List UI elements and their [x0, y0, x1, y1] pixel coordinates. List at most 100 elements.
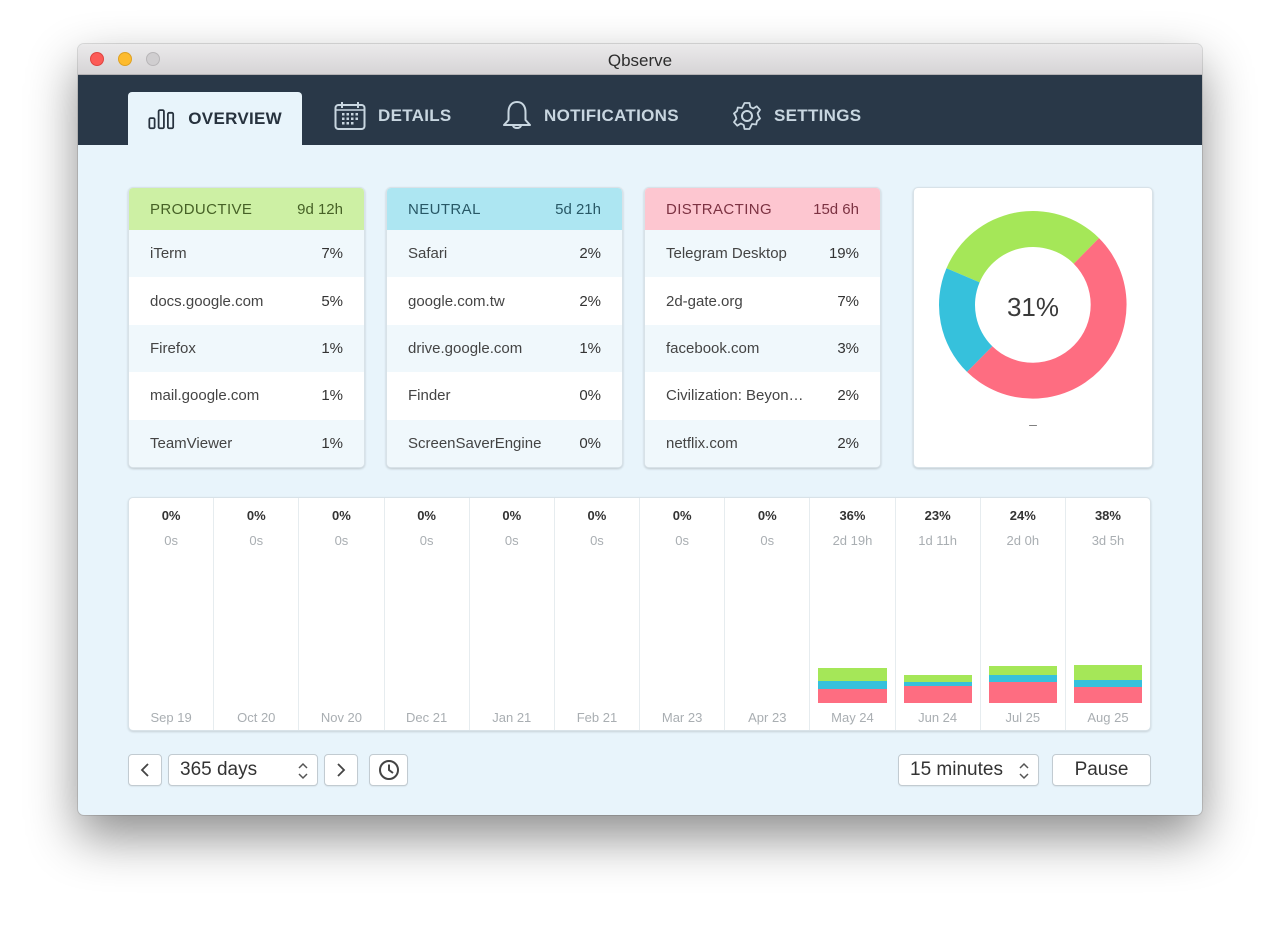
timeline-column[interactable]: 0% 0s Dec 21: [385, 498, 470, 730]
list-item[interactable]: mail.google.com 1%: [129, 372, 364, 419]
next-period-button[interactable]: [324, 754, 358, 786]
donut-slice-distracting: [967, 238, 1127, 399]
column-duration: 2d 0h: [1006, 533, 1040, 548]
timeline-column[interactable]: 0% 0s Mar 23: [640, 498, 726, 730]
item-name: mail.google.com: [150, 387, 260, 405]
column-date: May 24: [831, 710, 874, 725]
item-name: 2d-gate.org: [666, 292, 743, 310]
timeline-column[interactable]: 0% 0s Apr 23: [725, 498, 811, 730]
list-item[interactable]: facebook.com 3%: [645, 324, 880, 373]
donut-slice-productive: [946, 210, 1099, 283]
item-pct: 2%: [837, 387, 859, 405]
list-item[interactable]: Civilization: Beyon… 2%: [645, 372, 880, 419]
column-percent: 24%: [1009, 508, 1036, 523]
list-item[interactable]: iTerm 7%: [129, 230, 364, 278]
list-item[interactable]: TeamViewer 1%: [129, 419, 364, 467]
list-item[interactable]: drive.google.com 1%: [387, 324, 622, 373]
column-percent: 0%: [417, 508, 436, 523]
timeline-column[interactable]: 23% 1d 11h Jun 24: [896, 498, 981, 730]
column-bar-stack: [988, 666, 1057, 703]
timeline-column[interactable]: 0% 0s Nov 20: [299, 498, 385, 730]
column-duration: 0s: [249, 533, 264, 548]
main-nav: OVERVIEW DETAILS NOTIFICATIONS: [78, 75, 1202, 145]
item-pct: 5%: [321, 292, 343, 310]
history-button[interactable]: [369, 754, 408, 786]
column-duration: 0s: [760, 533, 775, 548]
item-name: TeamViewer: [150, 434, 233, 452]
item-name: docs.google.com: [150, 292, 264, 310]
pause-button[interactable]: Pause: [1052, 754, 1151, 786]
tab-overview[interactable]: OVERVIEW: [128, 92, 302, 145]
list-item[interactable]: Telegram Desktop 19%: [645, 230, 880, 278]
neutral-header[interactable]: NEUTRAL 5d 21h: [387, 188, 622, 230]
list-item[interactable]: 2d-gate.org 7%: [645, 277, 880, 324]
tab-notifications[interactable]: NOTIFICATIONS: [502, 89, 679, 142]
timeline-column[interactable]: 0% 0s Feb 21: [555, 498, 641, 730]
window-title: Qbserve: [607, 51, 673, 70]
item-pct: 1%: [579, 339, 601, 357]
item-pct: 1%: [321, 339, 343, 357]
timeline-column[interactable]: 36% 2d 19h May 24: [810, 498, 896, 730]
timeline-column[interactable]: 0% 0s Jan 21: [470, 498, 555, 730]
timeline-column[interactable]: 0% 0s Sep 19: [129, 498, 215, 730]
item-pct: 0%: [579, 387, 601, 405]
category-label: DISTRACTING: [666, 200, 773, 218]
item-pct: 7%: [321, 245, 343, 263]
column-duration: 0s: [675, 533, 689, 548]
list-item[interactable]: Safari 2%: [387, 230, 622, 278]
tab-details[interactable]: DETAILS: [334, 89, 452, 142]
item-name: facebook.com: [666, 339, 760, 357]
neutral-segment: [988, 675, 1057, 682]
zoom-window-button[interactable]: [146, 52, 160, 66]
minimize-window-button[interactable]: [118, 52, 132, 66]
item-pct: 1%: [321, 434, 343, 452]
column-duration: 3d 5h: [1091, 533, 1125, 548]
column-duration: 0s: [164, 533, 178, 548]
column-date: Aug 25: [1087, 710, 1129, 725]
column-duration: 0s: [590, 533, 604, 548]
item-pct: 19%: [828, 245, 859, 263]
productive-header[interactable]: PRODUCTIVE 9d 12h: [129, 188, 364, 230]
list-item[interactable]: ScreenSaverEngine 0%: [387, 419, 622, 467]
interval-select[interactable]: 15 minutes: [898, 754, 1039, 786]
category-total: 5d 21h: [555, 200, 601, 218]
donut-slice-neutral: [938, 268, 993, 372]
column-date: Dec 21: [406, 710, 448, 725]
distracting-segment: [903, 686, 972, 703]
distracting-segment: [1073, 687, 1143, 703]
timeline-column[interactable]: 38% 3d 5h Aug 25: [1066, 498, 1150, 730]
range-select[interactable]: 365 days: [168, 754, 318, 786]
column-percent: 38%: [1094, 508, 1121, 523]
list-item[interactable]: Firefox 1%: [129, 324, 364, 373]
distracting-header[interactable]: DISTRACTING 15d 6h: [645, 188, 880, 230]
distracting-segment: [988, 681, 1057, 703]
interval-value: 15 minutes: [910, 759, 1003, 780]
category-label: NEUTRAL: [408, 200, 481, 218]
column-duration: 0s: [504, 533, 519, 548]
column-bar-stack: [903, 674, 972, 703]
item-name: netflix.com: [666, 434, 738, 452]
timeline-column[interactable]: 0% 0s Oct 20: [214, 498, 300, 730]
timeline-column[interactable]: 24% 2d 0h Jul 25: [981, 498, 1066, 730]
column-percent: 23%: [924, 508, 951, 523]
neutral-card: NEUTRAL 5d 21h Safari 2% google.com.tw 2% …: [386, 187, 623, 468]
item-pct: 2%: [579, 245, 601, 263]
item-pct: 0%: [579, 434, 601, 452]
productive-segment: [988, 666, 1057, 675]
column-bar-stack: [818, 668, 887, 703]
list-item[interactable]: Finder 0%: [387, 372, 622, 419]
list-item[interactable]: google.com.tw 2%: [387, 277, 622, 324]
neutral-segment: [818, 680, 887, 689]
column-duration: 0s: [419, 533, 434, 548]
item-name: Safari: [408, 245, 448, 263]
column-date: Nov 20: [320, 710, 363, 725]
category-label: PRODUCTIVE: [150, 200, 253, 218]
updown-icon: [1019, 762, 1029, 780]
neutral-segment: [1073, 679, 1143, 687]
close-window-button[interactable]: [90, 52, 104, 66]
column-percent: 0%: [161, 508, 181, 523]
tab-settings[interactable]: SETTINGS: [732, 89, 861, 142]
list-item[interactable]: docs.google.com 5%: [129, 277, 364, 324]
previous-period-button[interactable]: [128, 754, 162, 786]
list-item[interactable]: netflix.com 2%: [645, 419, 880, 467]
